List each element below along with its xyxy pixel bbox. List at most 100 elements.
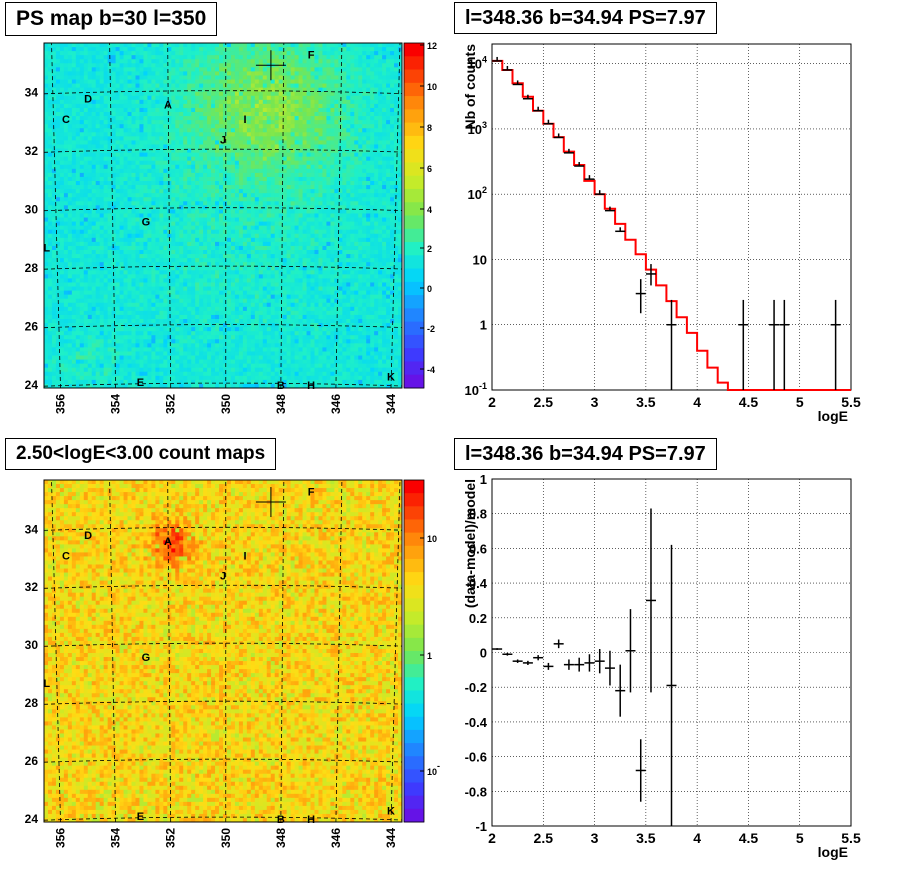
heatmap-cell	[346, 185, 351, 190]
heatmap-cell	[75, 237, 81, 243]
heatmap-cell	[123, 181, 128, 186]
heatmap-cell	[390, 59, 395, 64]
heatmap-cell	[51, 71, 57, 76]
heatmap-cell	[207, 63, 212, 68]
heatmap-cell	[59, 241, 65, 247]
heatmap-cell	[87, 156, 93, 162]
heatmap-cell	[234, 43, 240, 48]
heatmap-cell	[83, 160, 89, 166]
heatmap-cell	[250, 140, 256, 145]
heatmap-cell	[298, 164, 303, 170]
heatmap-cell	[163, 103, 168, 109]
heatmap-cell	[238, 71, 244, 76]
heatmap-cell	[342, 99, 347, 105]
heatmap-cell	[91, 140, 97, 145]
heatmap-cell	[51, 156, 57, 162]
heatmap-cell	[55, 67, 61, 72]
heatmap-cell	[238, 193, 244, 198]
heatmap-cell	[131, 168, 136, 174]
heatmap-cell	[123, 55, 128, 60]
heatmap-cell	[374, 156, 379, 162]
heatmap-cell	[199, 120, 204, 125]
heatmap-cell	[159, 63, 164, 68]
heatmap-cell	[75, 217, 81, 222]
heatmap-cell	[362, 152, 367, 158]
heatmap-cell	[187, 152, 192, 158]
heatmap-cell	[203, 209, 208, 214]
heatmap-cell	[394, 209, 399, 214]
heatmap-cell	[47, 181, 53, 186]
heatmap-cell	[350, 112, 355, 117]
heatmap-cell	[151, 164, 156, 170]
heatmap-cell	[219, 201, 224, 206]
heatmap-cell	[378, 136, 383, 141]
heatmap-cell	[350, 91, 355, 97]
heatmap-cell	[91, 51, 97, 56]
heatmap-cell	[382, 189, 387, 194]
heatmap-cell	[390, 107, 395, 113]
heatmap-cell	[199, 128, 204, 133]
heatmap-cell	[242, 43, 248, 48]
heatmap-cell	[187, 266, 192, 271]
heatmap-cell	[75, 225, 81, 231]
heatmap-cell	[266, 245, 272, 251]
heatmap-cell	[366, 136, 371, 141]
heatmap-cell	[382, 116, 387, 121]
heatmap-cell	[115, 136, 120, 141]
heatmap-cell	[330, 217, 335, 222]
heatmap-cell	[230, 237, 236, 243]
heatmap-cell	[83, 266, 89, 271]
heatmap-cell	[290, 47, 295, 52]
heatmap-cell	[238, 217, 244, 222]
heatmap-cell	[342, 258, 347, 263]
heatmap-cell	[394, 107, 399, 113]
heatmap-cell	[242, 140, 248, 145]
heatmap-cell	[238, 160, 244, 166]
heatmap-cell	[254, 181, 260, 186]
heatmap-cell	[191, 140, 196, 145]
heatmap-cell	[250, 152, 256, 158]
heatmap-cell	[382, 103, 387, 109]
heatmap-cell	[219, 91, 224, 97]
heatmap-cell	[302, 51, 307, 56]
heatmap-cell	[159, 262, 164, 267]
heatmap-cell	[83, 164, 89, 170]
heatmap-cell	[147, 233, 152, 239]
heatmap-cell	[171, 75, 176, 80]
heatmap-cell	[398, 201, 403, 206]
heatmap-cell	[175, 107, 180, 113]
heatmap-cell	[294, 124, 299, 129]
heatmap-cell	[75, 128, 81, 133]
heatmap-cell	[123, 189, 128, 194]
heatmap-cell	[67, 83, 73, 89]
heatmap-cell	[55, 79, 61, 84]
heatmap-cell	[378, 63, 383, 68]
heatmap-cell	[175, 51, 180, 56]
heatmap-cell	[139, 217, 144, 222]
heatmap-cell	[211, 124, 216, 129]
heatmap-cell	[390, 47, 395, 52]
heatmap-cell	[47, 51, 53, 56]
heatmap-cell	[59, 55, 65, 60]
heatmap-cell	[203, 193, 208, 198]
heatmap-cell	[135, 124, 140, 129]
heatmap-cell	[342, 245, 347, 251]
heatmap-cell	[306, 189, 311, 194]
heatmap-cell	[79, 201, 85, 206]
heatmap-cell	[398, 176, 403, 182]
heatmap-cell	[79, 225, 85, 231]
heatmap-cell	[374, 71, 379, 76]
heatmap-cell	[270, 144, 276, 149]
heatmap-cell	[171, 254, 176, 259]
heatmap-cell	[147, 197, 152, 202]
heatmap-cell	[342, 209, 347, 214]
heatmap-cell	[179, 51, 184, 56]
heatmap-cell	[382, 237, 387, 243]
heatmap-cell	[326, 152, 331, 158]
heatmap-cell	[310, 156, 315, 162]
heatmap-cell	[398, 59, 403, 64]
heatmap-cell	[242, 124, 248, 129]
heatmap-cell	[386, 83, 391, 89]
heatmap-cell	[358, 124, 363, 129]
heatmap-cell	[51, 63, 57, 68]
